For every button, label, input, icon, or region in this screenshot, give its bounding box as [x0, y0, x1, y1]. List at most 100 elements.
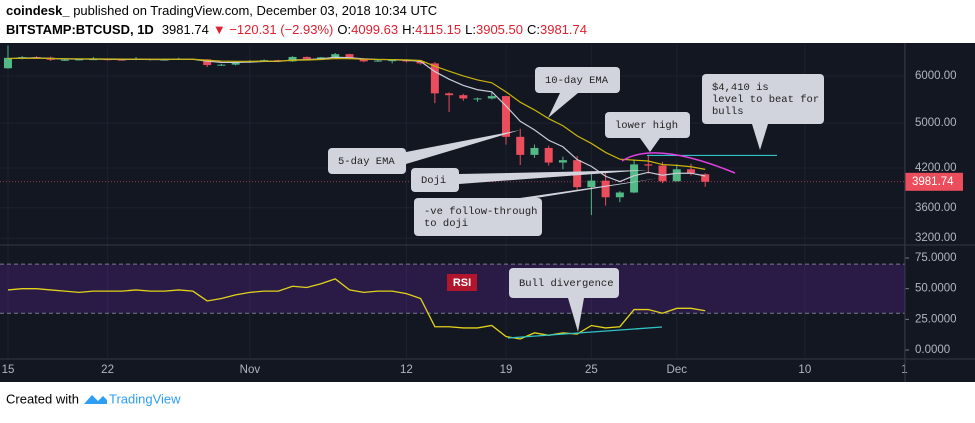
callout-pointer [406, 130, 520, 164]
candle-body [630, 164, 639, 193]
candle-body [701, 174, 710, 182]
y-tick-label: 25.0000 [915, 313, 957, 325]
candle-body [331, 54, 340, 58]
candle-body [459, 95, 468, 99]
candle-body [558, 160, 567, 163]
candle-body [672, 169, 681, 182]
callout-box [414, 198, 542, 236]
last: 3981.74 [162, 22, 209, 37]
candle-body [203, 59, 212, 66]
symbol: BITSTAMP:BTCUSD, 1D [6, 22, 154, 37]
ohlc-value: 3981.74 [540, 22, 587, 37]
candle-body [345, 54, 354, 59]
y-tick-label: 50.0000 [915, 283, 957, 295]
candle-body [60, 59, 69, 61]
candle-body [388, 60, 397, 62]
ohlc-key: O: [337, 22, 351, 37]
callout-pointer [640, 138, 660, 152]
candle-body [516, 136, 525, 155]
callout-pointer [568, 298, 584, 332]
ohlc-key: H: [402, 22, 415, 37]
callout-box [605, 112, 690, 138]
candle-body [231, 62, 240, 65]
callout-text: 5-day EMA [338, 156, 395, 168]
header-line: coindesk_ published on TradingView.com, … [6, 3, 437, 18]
x-tick-label: 1 [901, 364, 907, 376]
callout-text: bulls [712, 106, 744, 118]
candle-body [430, 63, 439, 94]
rsi-title: RSI [453, 277, 471, 289]
rsi-tag [447, 274, 477, 291]
candle-body [530, 147, 539, 155]
callout-text: lower high [615, 120, 678, 132]
chart: 15 22 Nov 12 19 25 Dec 10 1 6000.00 5000.00 4200.00… [0, 43, 975, 382]
callout-pointer [752, 124, 768, 150]
y-tick-label: 3600.00 [915, 202, 957, 214]
footer-brand: TradingView [109, 391, 181, 406]
author: coindesk_ [6, 3, 70, 18]
callout-text: 10-day EMA [545, 75, 609, 87]
candle-body [217, 64, 226, 66]
callout-box [702, 74, 824, 124]
callout-pointer [459, 170, 648, 184]
candle-body [544, 147, 553, 163]
rsi-line [7, 278, 706, 340]
y-tick-label: 4200.00 [915, 162, 957, 174]
y-tick-label: 75.0000 [915, 252, 957, 264]
y-tick-label: 0.0000 [915, 344, 950, 356]
ohlc-value: 3905.50 [476, 22, 523, 37]
callout-text: Bull divergence [519, 278, 614, 290]
x-tick-label: 12 [400, 364, 413, 376]
candle-body [359, 58, 368, 62]
candle-body [302, 56, 311, 59]
x-tick-label: Dec [667, 364, 688, 376]
candle-body [615, 192, 624, 198]
last-price-badge: 3981.74 [912, 176, 954, 188]
callout-text: -ve follow-through [424, 206, 537, 218]
lower-high-arc [621, 152, 736, 174]
candle-body [487, 96, 496, 99]
x-tick-label: Nov [240, 364, 261, 376]
y-tick-label: 5000.00 [915, 117, 957, 129]
x-tick-label: 22 [101, 364, 114, 376]
candle-body [445, 93, 454, 96]
candle-body [686, 169, 695, 173]
callout-box [411, 168, 459, 192]
x-tick-label: 25 [585, 364, 598, 376]
callout-text: $4,410 is [712, 82, 769, 94]
logo [84, 395, 107, 404]
candle-body [75, 59, 84, 61]
callout-text: to doji [424, 218, 468, 230]
published: published on TradingView.com, December 0… [70, 3, 438, 18]
callout-box [535, 67, 620, 93]
y-tick-label: 6000.00 [915, 70, 957, 82]
x-tick-label: 10 [798, 364, 811, 376]
callout-box [509, 268, 619, 298]
callout-box [328, 148, 406, 174]
ohlc-value: 4099.63 [351, 22, 398, 37]
candle-body [317, 57, 326, 59]
candle-body [658, 165, 667, 182]
change: ▼ −120.31 (−2.93%) [213, 22, 334, 37]
candle-body [587, 180, 596, 188]
candle-body [373, 60, 382, 62]
callout-pointer [520, 178, 660, 198]
symbol-line: BITSTAMP:BTCUSD, 1D 3981.74 ▼ −120.31 (−2.… [6, 22, 587, 37]
x-tick-label: 15 [2, 364, 15, 376]
y-tick-label: 3200.00 [915, 232, 957, 244]
ohlc-key: C: [527, 22, 540, 37]
candle-body [288, 56, 297, 62]
callout-text: level to beat for [712, 94, 819, 106]
candle-body [473, 98, 482, 100]
footer-created: Created with [6, 391, 79, 406]
ohlc-value: 4115.15 [415, 22, 461, 37]
x-tick-label: 19 [500, 364, 513, 376]
callout-text: Doji [421, 175, 446, 187]
ohlc-key: L: [465, 22, 476, 37]
candle-body [644, 164, 653, 166]
callout-pointer [548, 93, 578, 118]
candle-body [3, 57, 12, 69]
candle-body [416, 61, 425, 64]
